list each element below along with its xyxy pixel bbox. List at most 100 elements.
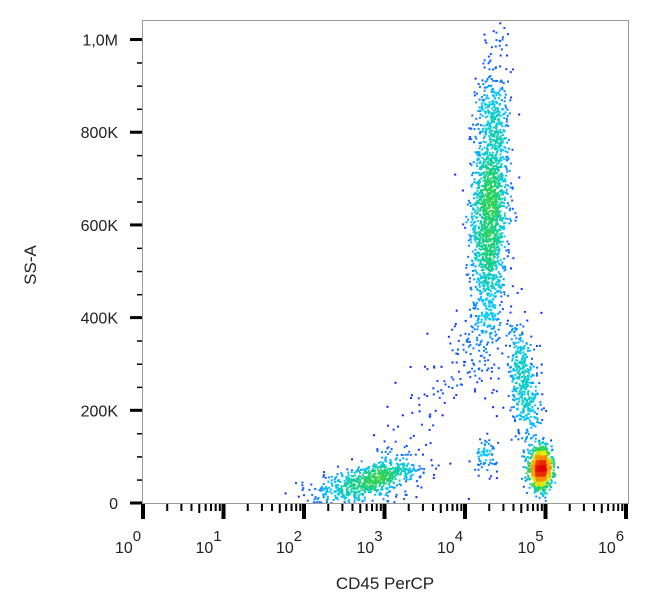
event-dot	[389, 450, 392, 453]
event-dot	[520, 345, 523, 348]
event-dot	[498, 289, 501, 292]
event-dot	[532, 449, 535, 452]
event-dot	[497, 260, 500, 263]
event-dot	[523, 386, 526, 389]
event-dot	[492, 176, 495, 179]
event-dot	[495, 415, 498, 418]
x-minor-tick	[351, 504, 354, 511]
event-dot	[336, 497, 339, 500]
event-dot	[485, 199, 488, 202]
event-dot	[480, 248, 483, 251]
event-dot	[539, 344, 541, 347]
event-dot	[375, 489, 378, 492]
event-dot	[495, 157, 498, 160]
event-dot	[375, 479, 377, 482]
event-dot	[471, 174, 473, 177]
event-dot	[505, 68, 508, 71]
event-dot	[518, 375, 521, 378]
x-minor-tick	[607, 504, 610, 511]
event-dot	[486, 103, 489, 106]
event-dot	[494, 172, 497, 175]
event-dot	[386, 472, 389, 475]
event-dot	[488, 179, 491, 182]
event-dot	[521, 393, 524, 396]
x-minor-tick	[526, 504, 529, 511]
event-dot	[521, 370, 524, 373]
event-dot	[539, 484, 542, 487]
event-dot	[530, 335, 533, 338]
event-dot	[487, 286, 490, 289]
event-dot	[477, 251, 479, 254]
event-dot	[493, 247, 496, 250]
event-dot	[485, 267, 488, 270]
event-dot	[492, 68, 494, 71]
event-dot	[400, 453, 403, 456]
event-dot	[367, 465, 370, 468]
event-dot	[508, 169, 511, 172]
event-dot	[496, 237, 499, 240]
event-dot	[351, 458, 353, 461]
event-dot	[358, 475, 360, 478]
event-dot	[533, 472, 536, 475]
event-dot	[542, 441, 544, 444]
event-dot	[506, 217, 509, 220]
event-dot	[503, 117, 506, 120]
x-minor-tick	[621, 504, 624, 511]
event-dot	[526, 478, 529, 481]
event-dot	[497, 137, 500, 140]
event-dot	[487, 55, 490, 58]
event-dot	[481, 313, 484, 316]
event-dot	[494, 154, 497, 157]
event-dot	[479, 459, 482, 462]
event-dot	[495, 212, 498, 215]
axes: 1001011021031041051060200K400K600K800K1,…	[81, 33, 628, 557]
event-dot	[490, 219, 493, 222]
event-dot	[495, 390, 498, 393]
event-dot	[472, 161, 475, 164]
event-dot	[476, 92, 478, 95]
event-dot	[486, 294, 489, 297]
event-dot	[480, 237, 483, 240]
event-dot	[340, 492, 343, 495]
event-dot	[351, 469, 353, 472]
event-dot	[489, 183, 492, 186]
event-dot	[535, 456, 538, 459]
event-dot	[345, 491, 348, 494]
event-dot	[486, 228, 489, 231]
event-dot	[451, 387, 454, 389]
event-dot	[488, 222, 491, 225]
event-dot	[496, 108, 499, 111]
event-dot	[484, 104, 487, 106]
event-dot	[411, 411, 414, 414]
event-dot	[407, 462, 410, 465]
x-minor-tick	[407, 504, 410, 511]
event-dot	[504, 150, 507, 153]
event-dot	[489, 53, 492, 55]
event-dot	[301, 489, 304, 491]
event-dot	[472, 231, 475, 234]
event-dot	[495, 210, 498, 213]
event-dot	[484, 106, 487, 109]
event-dot	[440, 365, 443, 368]
event-dot	[483, 231, 486, 234]
event-dot	[503, 165, 506, 168]
event-dot	[501, 219, 504, 222]
event-dot	[548, 484, 551, 487]
event-dot	[496, 231, 499, 234]
event-dot	[380, 463, 383, 466]
event-dot	[479, 259, 482, 262]
event-dot	[491, 180, 494, 183]
event-dot	[495, 92, 497, 95]
event-dot	[522, 325, 525, 328]
event-dot	[518, 338, 521, 340]
event-dot	[498, 146, 501, 149]
event-dot	[475, 151, 478, 154]
event-dot	[498, 311, 501, 313]
event-dot	[492, 109, 495, 112]
event-dot	[477, 298, 480, 301]
event-dot	[484, 175, 487, 178]
event-dot	[488, 122, 490, 125]
event-dot	[500, 185, 503, 188]
event-dot	[409, 437, 412, 440]
event-dot	[491, 284, 494, 287]
